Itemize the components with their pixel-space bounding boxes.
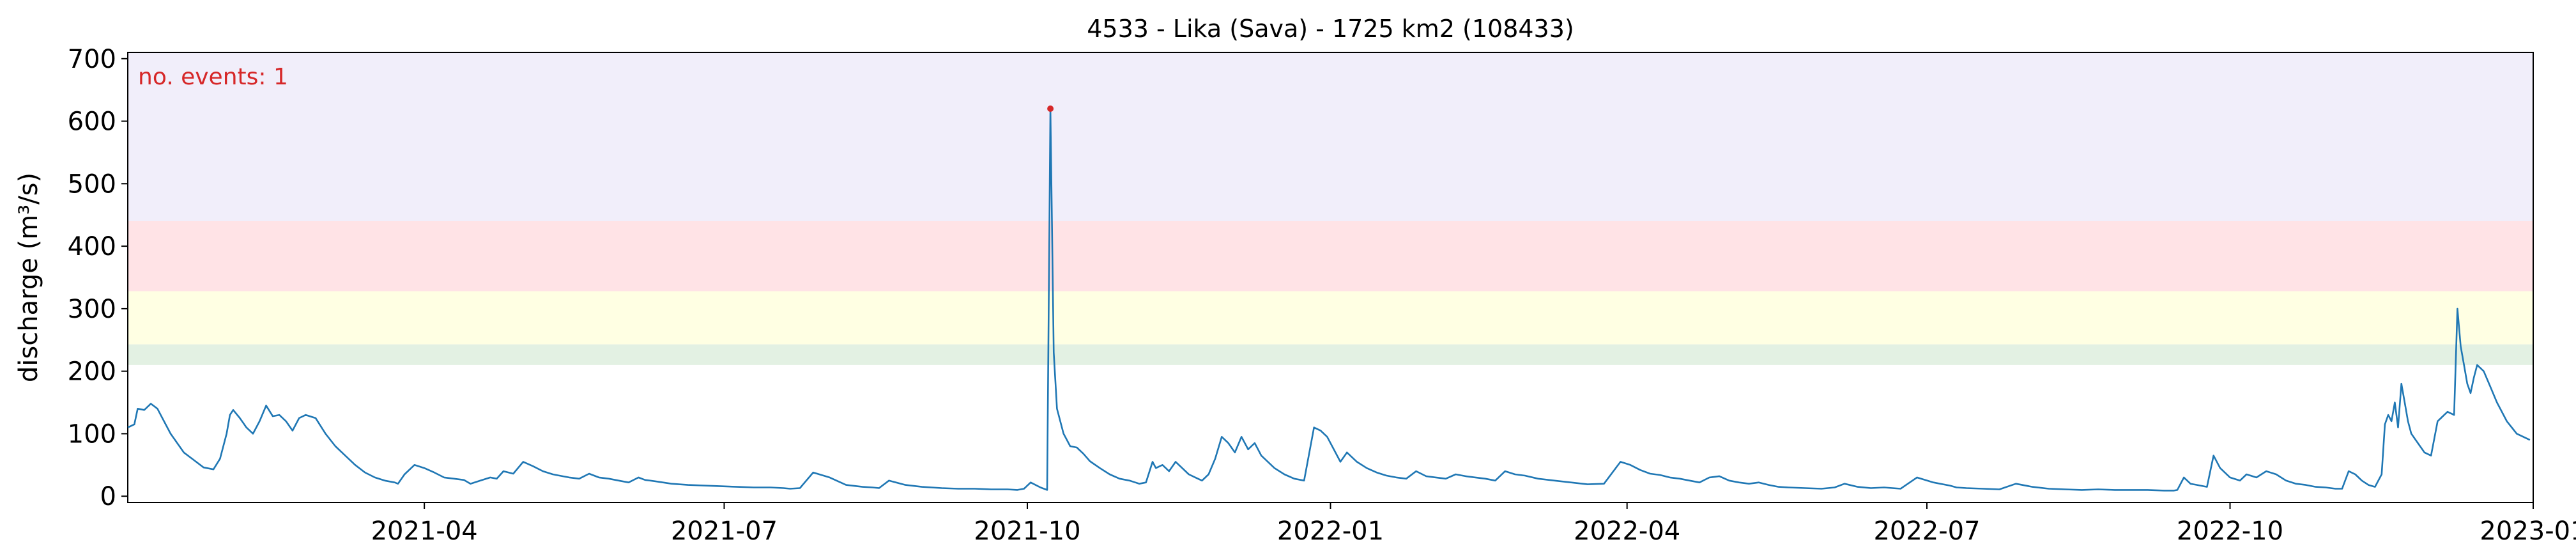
y-axis-label: discharge (m³/s): [14, 173, 43, 382]
y-tick-label: 400: [68, 232, 116, 261]
x-tick-label: 2022-07: [1873, 517, 1980, 546]
y-tick-label: 200: [68, 357, 116, 387]
threshold-band-2: [128, 291, 2533, 345]
discharge-line: [127, 107, 2531, 492]
x-tick-label: 2022-04: [1574, 517, 1680, 546]
threshold-bands: [128, 52, 2533, 365]
threshold-band-1: [128, 344, 2533, 365]
threshold-band-3: [128, 221, 2533, 292]
axis-ticks: 0 100 200 300 400 500 600 700 2021-04 2021-07 2021…: [68, 45, 2576, 546]
x-tick-label: 2021-07: [671, 517, 778, 546]
y-tick-label: 500: [68, 169, 116, 199]
x-tick-label: 2022-10: [2177, 517, 2283, 546]
y-tick-label: 300: [68, 295, 116, 324]
threshold-band-4: [128, 52, 2533, 221]
y-tick-label: 600: [68, 107, 116, 137]
series-layer: [127, 107, 2531, 492]
event-markers: [1047, 105, 1054, 112]
events-annotation: no. events: 1: [138, 64, 288, 90]
x-tick-label: 2021-04: [371, 517, 478, 546]
chart-title: 4533 - Lika (Sava) - 1725 km2 (108433): [1087, 15, 1574, 43]
y-tick-label: 700: [68, 45, 116, 74]
y-tick-label: 100: [68, 419, 116, 449]
x-tick-label: 2021-10: [974, 517, 1080, 546]
x-tick-label: 2022-01: [1277, 517, 1384, 546]
y-tick-label: 0: [100, 482, 116, 511]
event-marker: [1047, 105, 1054, 112]
x-tick-label: 2023-01: [2480, 517, 2576, 546]
